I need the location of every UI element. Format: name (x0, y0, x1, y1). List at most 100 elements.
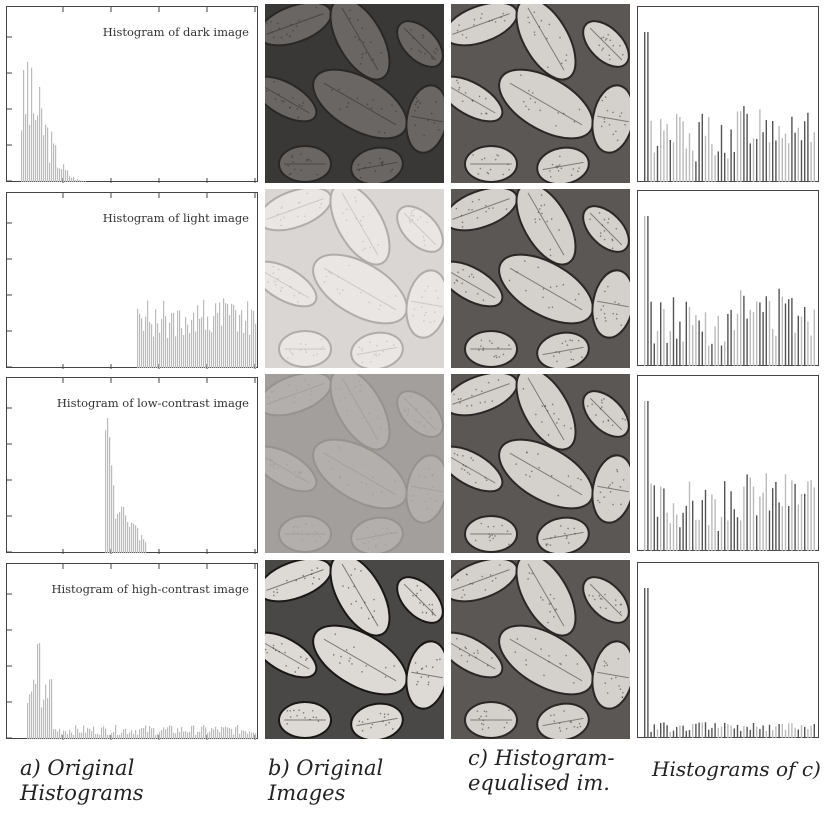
caption-b-line2: Images (268, 781, 346, 805)
histogram-bar (724, 722, 726, 738)
histogram-bar (167, 337, 169, 368)
histogram-bar (147, 731, 149, 739)
histogram-bar (692, 724, 694, 738)
histogram-bar (83, 181, 85, 182)
histogram-bar (759, 302, 761, 366)
histogram-bar (171, 726, 173, 739)
histogram-bar (119, 734, 121, 739)
histogram-bar (666, 124, 668, 182)
histogram-bar (131, 522, 133, 553)
histogram-bar (711, 494, 713, 551)
histogram-bar (682, 512, 684, 551)
histogram-bar (217, 312, 219, 368)
histogram-bar (37, 115, 39, 182)
hist-high-title: Histogram of high-contrast image (51, 582, 249, 596)
histogram-bar (53, 143, 55, 182)
histogram-bar (724, 341, 726, 366)
histogram-bar (784, 729, 787, 738)
histogram-bar (109, 734, 111, 739)
histogram-bar (157, 733, 159, 739)
histogram-bar (189, 333, 191, 368)
histogram-bar (701, 722, 703, 738)
histogram-bar (708, 345, 710, 366)
histogram-bar (169, 725, 171, 739)
histogram-bar (749, 310, 751, 366)
histogram-bar (69, 729, 71, 739)
hist-light: Histogram of light image (6, 192, 258, 369)
histogram-bar (784, 303, 787, 366)
histogram-bar (672, 730, 675, 738)
histogram-bar (797, 315, 799, 366)
histogram-bar (682, 121, 684, 182)
histogram-bar (179, 310, 181, 368)
histogram-bar (765, 473, 767, 551)
histogram-bar (127, 522, 129, 553)
histogram-bar (797, 504, 799, 551)
leaf-shape (329, 189, 391, 266)
histogram-bar (778, 125, 780, 182)
leaf-shape (350, 146, 404, 183)
histogram-bar (49, 679, 51, 739)
histogram-bar (73, 734, 75, 739)
histogram-bar (714, 723, 716, 738)
histogram-bar (71, 177, 73, 182)
histogram-bar (797, 729, 799, 738)
histogram-bar (730, 309, 732, 366)
histogram-bar (679, 725, 681, 738)
histogram-bar (810, 480, 812, 551)
hist-light-title: Histogram of light image (102, 211, 249, 225)
histogram-bar (123, 729, 125, 739)
leaf-shape (536, 702, 590, 739)
histogram-bar (708, 117, 710, 182)
histogram-bar (47, 127, 49, 182)
histogram-bar (804, 726, 806, 738)
histogram-bar (85, 181, 87, 182)
eq-hist-2 (637, 190, 819, 366)
histogram-bar (784, 133, 787, 182)
histogram-bar (43, 135, 45, 182)
histogram-bar (800, 493, 803, 551)
histogram-bar (714, 499, 716, 551)
histogram-bar (235, 310, 237, 368)
histogram-bar (191, 725, 193, 739)
caption-c: c) Histogram- equalised im. (468, 746, 615, 796)
histogram-bar (31, 67, 33, 182)
histogram-bar (199, 731, 201, 739)
histogram-bar (217, 729, 219, 739)
histogram-bar (804, 121, 806, 182)
histogram-bar (241, 730, 243, 739)
histogram-bar (39, 87, 41, 182)
hist-low: Histogram of low-contrast image (6, 377, 258, 554)
histogram-bar (203, 725, 205, 739)
histogram-bar (151, 324, 153, 368)
histogram-bar (143, 539, 145, 553)
histogram-bar (653, 152, 655, 182)
hist-dark: Histogram of dark image (6, 6, 258, 183)
histogram-bar (75, 180, 77, 182)
histogram-bar (800, 725, 803, 738)
histogram-bar (231, 303, 233, 368)
leaf-shape (312, 624, 408, 696)
histogram-bar (749, 143, 751, 182)
caption-a-line1: a) Original (20, 756, 135, 780)
leaf-shape (464, 330, 518, 368)
histogram-bar (759, 496, 761, 551)
histogram-bar (800, 316, 803, 366)
histogram-bar (243, 730, 245, 739)
histogram-bar (708, 729, 710, 738)
caption-d-line1: Histograms of c) (652, 757, 821, 781)
histogram-bar (736, 724, 739, 738)
histogram-bar (650, 301, 652, 366)
histogram-bar (65, 169, 67, 182)
leaf-shape (265, 631, 318, 679)
histogram-bar (131, 730, 133, 739)
histogram-bar (788, 143, 790, 182)
histogram-bar (810, 725, 812, 738)
histogram-bar (117, 513, 119, 553)
histogram-bar (249, 334, 251, 368)
histogram-bar (229, 728, 231, 739)
histogram-bar (61, 169, 63, 182)
histogram-bar (227, 727, 229, 739)
histogram-bar (772, 730, 774, 738)
histogram-bar (75, 725, 77, 739)
